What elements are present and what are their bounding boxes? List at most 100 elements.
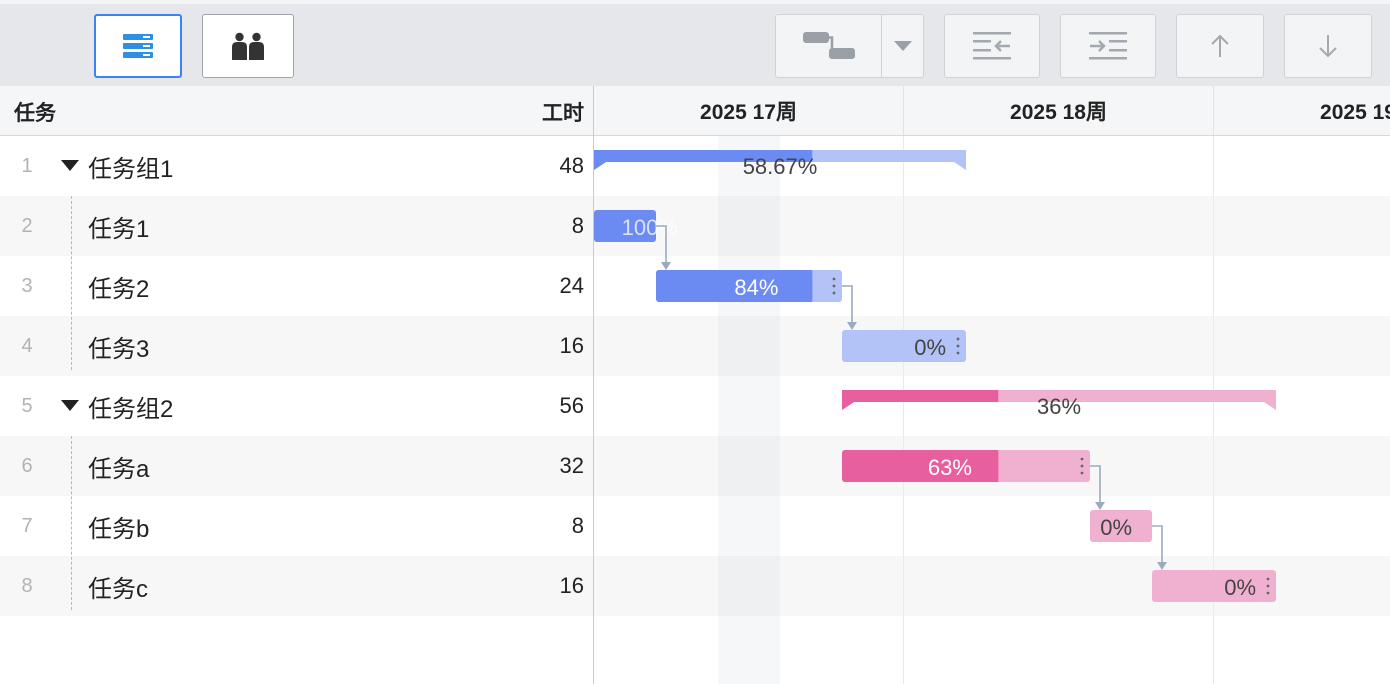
drag-handle-icon[interactable] [1080, 464, 1084, 468]
week-divider [1213, 136, 1214, 684]
task-bar[interactable] [1152, 570, 1276, 602]
task-name: 任务1 [88, 215, 150, 243]
task-view-button[interactable] [94, 14, 182, 78]
task-row[interactable]: 5 任务组2 56 [0, 376, 1390, 436]
task-hours: 32 [559, 453, 584, 478]
chevron-down-icon [893, 41, 912, 51]
row-number: 4 [21, 334, 33, 357]
task-hours: 8 [571, 513, 584, 538]
tree-guide-line [71, 196, 72, 370]
link-mode-button[interactable] [775, 14, 883, 78]
list-icon [123, 34, 153, 58]
row-number: 5 [21, 394, 33, 417]
progress-label: 84% [734, 275, 778, 300]
progress-label: 0% [1224, 575, 1256, 600]
drag-handle-icon[interactable] [832, 284, 836, 288]
progress-label: 63% [928, 455, 972, 480]
toolbar [0, 0, 1390, 86]
progress-label: 58.67% [743, 154, 818, 179]
drag-handle-icon[interactable] [1080, 457, 1084, 461]
task-name: 任务a [88, 455, 150, 483]
task-row[interactable]: 3 任务2 24 [0, 256, 1390, 316]
collapse-toggle-icon[interactable] [61, 160, 79, 171]
row-number: 6 [21, 454, 33, 477]
task-bar[interactable] [842, 330, 966, 362]
drag-handle-icon[interactable] [956, 351, 960, 355]
move-down-button[interactable] [1284, 14, 1372, 78]
task-row[interactable]: 1 任务组1 48 [0, 136, 1390, 196]
arrow-up-icon [1210, 34, 1230, 58]
task-name: 任务组2 [88, 395, 174, 423]
drag-handle-icon[interactable] [832, 291, 836, 295]
row-number: 2 [21, 214, 33, 237]
drag-handle-icon[interactable] [956, 337, 960, 341]
week-header: 2025 17周 [594, 86, 904, 135]
resource-view-button[interactable] [202, 14, 294, 78]
drag-handle-icon[interactable] [956, 344, 960, 348]
progress-label: 36% [1037, 394, 1081, 419]
task-hours: 56 [559, 393, 584, 418]
task-hours: 48 [559, 153, 584, 178]
move-up-button[interactable] [1176, 14, 1264, 78]
timeline-header: 2025 17周 2025 18周 2025 19周 [594, 86, 1390, 136]
column-header-hours[interactable]: 工时 [542, 102, 584, 125]
dependency-arrow [661, 262, 671, 270]
people-icon [231, 32, 265, 60]
progress-label: 0% [1100, 515, 1132, 540]
tree-guide-line [71, 436, 72, 610]
task-name: 任务2 [88, 275, 150, 303]
task-row[interactable]: 2 任务1 8 [0, 196, 1390, 256]
task-bar-progress [656, 270, 813, 302]
indent-button[interactable] [1060, 14, 1156, 78]
task-hours: 24 [559, 273, 584, 298]
outdent-icon [973, 31, 1011, 61]
task-bar[interactable] [1090, 510, 1152, 542]
row-number: 7 [21, 514, 33, 537]
task-bar-progress [594, 210, 656, 242]
task-row[interactable]: 4 任务3 16 [0, 316, 1390, 376]
drag-handle-icon[interactable] [1080, 471, 1084, 475]
drag-handle-icon[interactable] [832, 277, 836, 281]
column-header-task[interactable]: 任务 [14, 102, 56, 125]
task-hours: 16 [559, 333, 584, 358]
row-number: 8 [21, 574, 33, 597]
dependency-arrow [847, 322, 857, 330]
task-bar-progress [842, 450, 999, 482]
collapse-toggle-icon[interactable] [61, 400, 79, 411]
task-name: 任务3 [88, 335, 150, 363]
dependency-arrow [1095, 502, 1105, 510]
today-highlight [718, 136, 780, 684]
grid-splitter[interactable] [593, 86, 594, 684]
outdent-button[interactable] [944, 14, 1040, 78]
indent-icon [1089, 31, 1127, 61]
link-mode-dropdown[interactable] [881, 14, 924, 78]
row-number: 1 [21, 154, 33, 177]
dependency-arrow [1157, 562, 1167, 570]
link-tasks-icon [803, 30, 855, 62]
task-row[interactable]: 7 任务b 8 [0, 496, 1390, 556]
drag-handle-icon[interactable] [1266, 584, 1270, 588]
week-header: 2025 18周 [904, 86, 1214, 135]
dependency-link[interactable] [1152, 525, 1163, 564]
task-bar-progress [809, 270, 813, 302]
dependency-link[interactable] [842, 285, 853, 324]
dependency-link[interactable] [656, 225, 667, 264]
dependency-link[interactable] [1090, 465, 1101, 504]
row-number: 3 [21, 274, 33, 297]
task-row[interactable]: 6 任务a 32 [0, 436, 1390, 496]
grid-header: 任务 工时 [0, 86, 594, 136]
task-name: 任务c [88, 575, 148, 603]
arrow-down-icon [1318, 34, 1338, 58]
task-name: 任务组1 [88, 155, 174, 183]
task-name: 任务b [88, 515, 150, 543]
drag-handle-icon[interactable] [1266, 591, 1270, 595]
progress-label: 100% [622, 215, 678, 240]
week-header: 2025 19周 [1214, 86, 1390, 135]
drag-handle-icon[interactable] [1266, 577, 1270, 581]
group-bar-progress [842, 390, 999, 410]
task-bar-progress [995, 450, 999, 482]
group-bar-progress [594, 150, 813, 170]
task-hours: 8 [571, 213, 584, 238]
progress-label: 0% [914, 335, 946, 360]
